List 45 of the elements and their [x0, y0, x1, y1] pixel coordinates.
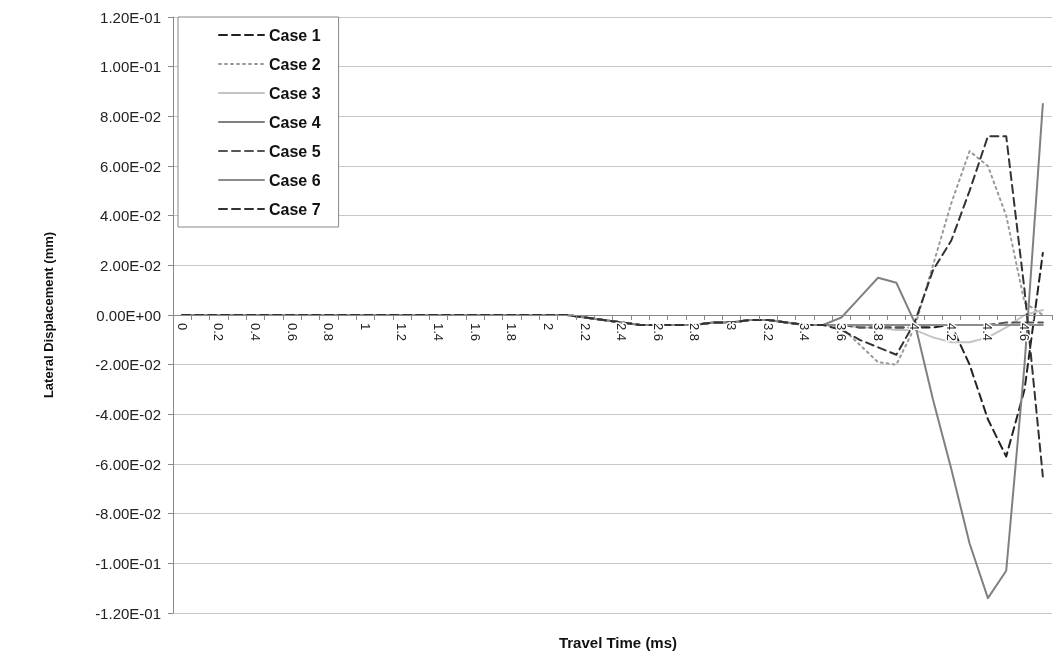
x-tick-label: 0.6 — [284, 323, 300, 342]
y-axis-title: Lateral Displacement (mm) — [41, 231, 56, 399]
x-tick-label: 0.4 — [247, 323, 263, 342]
legend-label: Case 5 — [269, 142, 321, 160]
y-tick-label: 8.00E-02 — [100, 107, 161, 125]
x-tick-label: 0.8 — [321, 323, 337, 342]
y-tick-label: 4.00E-02 — [100, 207, 161, 225]
x-tick-label: 1.4 — [431, 323, 447, 342]
x-tick-label: 2.2 — [577, 323, 593, 342]
x-tick-label: 2.8 — [687, 323, 703, 342]
x-tick-label: 3.8 — [870, 323, 886, 342]
y-tick-label: -6.00E-02 — [95, 455, 161, 473]
y-tick-label: 1.20E-01 — [100, 8, 161, 26]
x-tick-label: 3.6 — [833, 323, 849, 342]
y-tick-label: 2.00E-02 — [100, 256, 161, 274]
x-tick-label: 0 — [174, 323, 190, 331]
x-tick-label: 0.2 — [211, 323, 227, 342]
x-tick-label: 2.4 — [614, 323, 630, 342]
y-tick-label: 1.00E-01 — [100, 58, 161, 76]
x-tick-label: 2 — [540, 323, 556, 331]
y-tick-label: 0.00E+00 — [96, 306, 161, 324]
legend-label: Case 6 — [269, 171, 321, 189]
y-tick-label: -8.00E-02 — [95, 505, 161, 523]
y-tick-label: -1.20E-01 — [95, 604, 161, 622]
x-tick-label: 1 — [357, 323, 373, 331]
legend-label: Case 3 — [269, 84, 321, 102]
x-tick-label: 3.4 — [797, 323, 813, 342]
x-tick-label: 2.6 — [650, 323, 666, 342]
x-tick-label: 4.6 — [1017, 323, 1033, 342]
legend-label: Case 7 — [269, 200, 321, 218]
x-tick-label: 1.6 — [467, 323, 483, 342]
y-tick-label: -2.00E-02 — [95, 356, 161, 374]
y-tick-label: -1.00E-01 — [95, 554, 161, 572]
x-tick-label: 3 — [724, 323, 740, 331]
legend-label: Case 4 — [269, 113, 321, 131]
x-axis-title: Travel Time (ms) — [558, 634, 678, 651]
x-tick-label: 4.4 — [980, 323, 996, 342]
y-tick-label: -4.00E-02 — [95, 405, 161, 423]
legend-label: Case 2 — [269, 55, 321, 73]
x-tick-label: 1.8 — [504, 323, 520, 342]
x-tick-label: 3.2 — [760, 323, 776, 342]
y-tick-label: 6.00E-02 — [100, 157, 161, 175]
x-tick-label: 4.2 — [943, 323, 959, 342]
legend-label: Case 1 — [269, 26, 321, 44]
x-tick-label: 1.2 — [394, 323, 410, 342]
